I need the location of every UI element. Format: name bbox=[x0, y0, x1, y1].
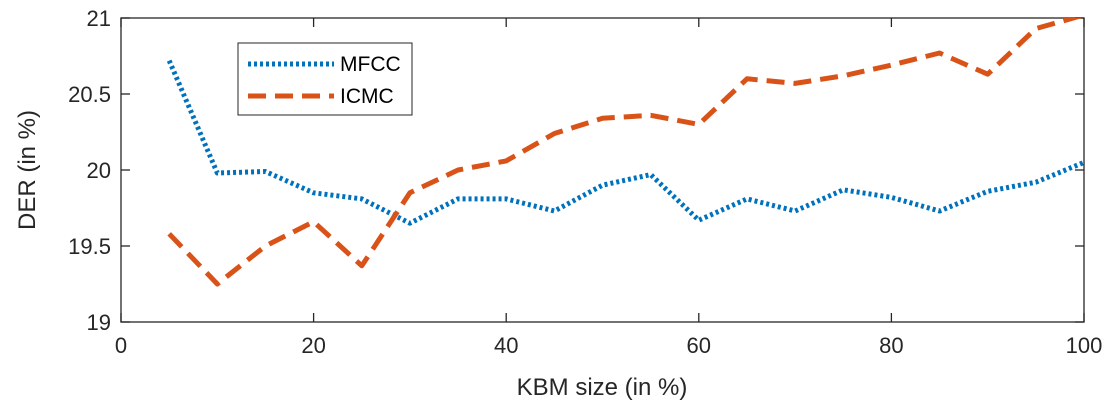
axis-ticks: 0 20 40 60 80 100 19 19.5 20 20.5 21 bbox=[68, 6, 1102, 358]
y-axis-title: DER (in %) bbox=[14, 110, 41, 230]
x-tick-label: 0 bbox=[115, 333, 127, 358]
series-lines bbox=[166, 18, 1084, 287]
x-tick-label: 100 bbox=[1066, 333, 1103, 358]
y-tick-label: 19 bbox=[87, 310, 111, 335]
series-line-icmc bbox=[167, 18, 1083, 287]
x-tick-label: 40 bbox=[494, 333, 518, 358]
legend-box bbox=[237, 42, 413, 116]
y-tick-label: 19.5 bbox=[68, 234, 111, 259]
x-axis-title: KBM size (in %) bbox=[517, 374, 688, 401]
legend: MFCC ICMC bbox=[237, 42, 413, 116]
legend-label-mfcc: MFCC bbox=[340, 53, 401, 76]
y-tick-label: 21 bbox=[87, 6, 111, 31]
legend-label-icmc: ICMC bbox=[340, 85, 394, 108]
y-tick-label: 20.5 bbox=[68, 82, 111, 107]
x-tick-label: 60 bbox=[687, 333, 711, 358]
x-tick-label: 20 bbox=[301, 333, 325, 358]
x-tick-label: 80 bbox=[879, 333, 903, 358]
y-tick-label: 20 bbox=[87, 158, 111, 183]
